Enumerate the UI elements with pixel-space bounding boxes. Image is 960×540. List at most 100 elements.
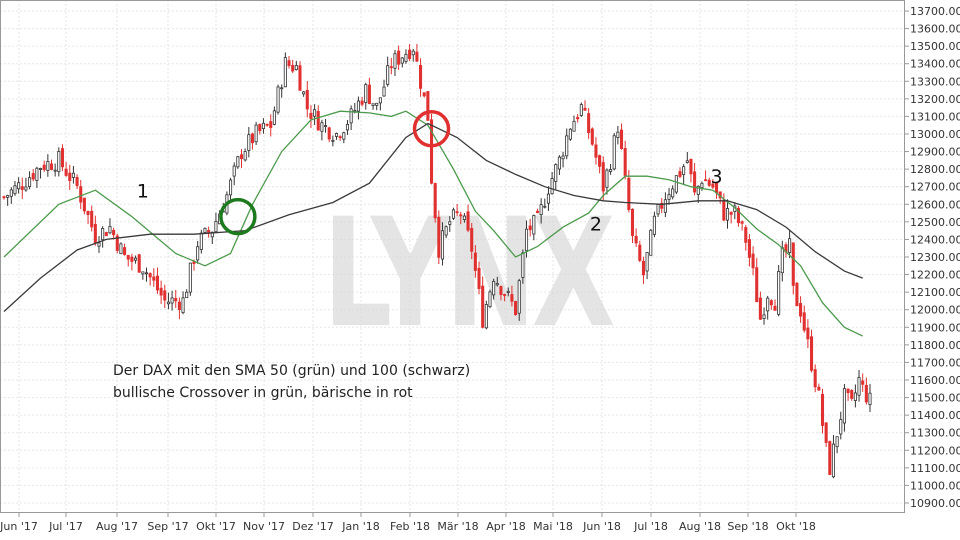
- candle-body: [115, 235, 119, 251]
- candle-body: [177, 301, 181, 310]
- candle-body: [824, 422, 828, 443]
- y-tick-label: 12800.00: [910, 163, 960, 176]
- candle-body: [495, 283, 499, 286]
- candle-body: [397, 50, 401, 65]
- x-axis: Jun '17 Jul '17 Aug '17 Sep '17 Okt '17 Nov '…: [0, 513, 816, 533]
- y-tick-label: 11600.00: [910, 374, 960, 387]
- candle-body: [137, 254, 141, 273]
- candle-body: [820, 393, 825, 426]
- candle-body: [587, 113, 591, 134]
- candle-body: [389, 66, 393, 69]
- candle-body: [181, 297, 185, 314]
- y-tick-label: 11000.00: [910, 479, 960, 492]
- candle-body: [97, 242, 101, 247]
- candle-body: [207, 230, 211, 234]
- candle-body: [291, 65, 295, 72]
- candle-body: [736, 207, 740, 224]
- candle-body: [236, 156, 240, 168]
- candle-body: [71, 172, 75, 178]
- y-tick-label: 13400.00: [910, 58, 960, 71]
- candle-body: [239, 154, 244, 160]
- candle-body: [294, 65, 298, 71]
- candle-body: [612, 135, 616, 170]
- candle-body: [375, 102, 379, 106]
- candle-body: [276, 86, 280, 113]
- candle-body: [747, 239, 751, 258]
- candle-body: [810, 336, 814, 371]
- candle-body: [539, 204, 543, 215]
- candle-body: [740, 221, 744, 224]
- x-tick-label: Sep '18: [727, 520, 768, 533]
- y-tick-label: 12900.00: [910, 146, 960, 159]
- candle-body: [609, 169, 613, 172]
- y-tick-label: 11500.00: [910, 392, 960, 405]
- candle-body: [554, 164, 558, 182]
- candle-body: [678, 171, 682, 177]
- candle-body: [451, 209, 455, 219]
- candle-body: [649, 229, 653, 256]
- candle-body: [795, 282, 799, 307]
- candle-body: [393, 53, 397, 69]
- candle-body: [605, 169, 609, 188]
- candle-body: [338, 136, 342, 139]
- candle-body: [199, 232, 203, 250]
- candle-body: [82, 197, 86, 212]
- candle-body: [53, 169, 57, 172]
- candle-body: [415, 51, 419, 62]
- candle-body: [459, 214, 463, 217]
- bearish-crossover-marker: [412, 109, 451, 148]
- candle-body: [455, 211, 459, 214]
- candle-body: [846, 388, 850, 394]
- candle-body: [616, 131, 620, 138]
- candle-body: [689, 158, 693, 175]
- candle-body: [155, 275, 160, 291]
- candle-body: [250, 133, 255, 144]
- candle-body: [345, 124, 350, 131]
- x-tick-label: Jun '17: [0, 520, 38, 533]
- candle-body: [711, 183, 715, 188]
- candle-body: [272, 110, 276, 125]
- candle-body: [57, 151, 61, 173]
- candle-body: [316, 110, 320, 131]
- candle-body: [331, 139, 335, 142]
- candle-body: [700, 182, 704, 189]
- candle-body: [517, 280, 521, 314]
- candle-body: [400, 57, 404, 64]
- candle-body: [378, 97, 382, 104]
- candle-body: [419, 65, 423, 89]
- y-tick-label: 12400.00: [910, 233, 960, 246]
- candle-body: [90, 210, 94, 228]
- y-tick-label: 12000.00: [910, 304, 960, 317]
- candle-body: [503, 294, 507, 296]
- candle-body: [13, 185, 17, 195]
- candle-body: [619, 129, 624, 149]
- candle-body: [725, 208, 730, 221]
- candle-body: [31, 173, 35, 180]
- y-tick-label: 13200.00: [910, 93, 960, 106]
- candle-body: [130, 256, 134, 262]
- x-tick-label: Jul '17: [48, 520, 83, 533]
- candle-body: [148, 273, 152, 278]
- candle-body: [857, 377, 861, 396]
- candle-body: [780, 247, 784, 274]
- x-tick-label: Nov '17: [243, 520, 285, 533]
- candle-body: [572, 120, 576, 132]
- y-tick-label: 10900.00: [910, 497, 960, 510]
- candle-body: [411, 50, 415, 56]
- candle-body: [707, 179, 711, 186]
- candle-body: [203, 227, 207, 233]
- candle-body: [433, 183, 437, 219]
- candle-body: [835, 436, 839, 448]
- candle-body: [630, 208, 635, 236]
- candle-body: [404, 53, 408, 62]
- y-tick-label: 12600.00: [910, 198, 960, 211]
- annotation-line-1: Der DAX mit den SMA 50 (grün) und 100 (s…: [113, 363, 470, 379]
- candle-body: [722, 199, 726, 221]
- plot-frame: [0, 0, 905, 513]
- candle-body: [20, 186, 24, 190]
- candle-body: [126, 254, 130, 260]
- candle-body: [170, 297, 174, 304]
- candle-body: [309, 112, 313, 119]
- candle-body: [269, 121, 273, 128]
- candle-body: [247, 134, 251, 151]
